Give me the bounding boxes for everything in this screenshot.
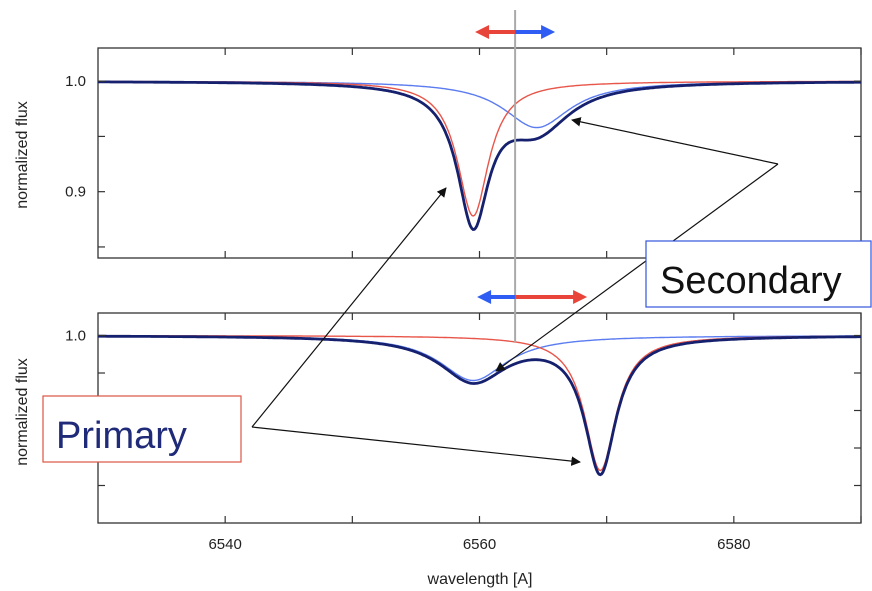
top-primary-line [98,80,861,217]
primary-pointer-bottom [251,426,581,466]
top-panel-lines [98,80,861,231]
top-secondary-line [98,80,861,129]
primary-callout: Primary [42,395,242,463]
x-tick-label: 6560 [463,536,496,553]
shift-arrow-right [515,290,588,304]
y-tick-label: 1.0 [65,73,86,90]
primary-pointer-top [251,187,447,428]
top-y-ticks: 0.9 1.0 [65,48,862,258]
y-tick-label: 0.9 [65,184,86,201]
secondary-label: Secondary [660,260,842,302]
bottom-y-axis-title: normalized flux [14,358,31,466]
primary-label: Primary [56,415,187,457]
top-combined-line [98,80,861,231]
secondary-pointer-bottom [495,163,779,372]
shift-arrow-left [477,290,516,304]
x-tick-label: 6540 [208,536,241,553]
secondary-callout: Secondary [645,240,872,308]
bottom-panel-lines [98,334,861,477]
x-tick-label: 6580 [717,536,750,553]
top-panel-frame [97,47,862,259]
shift-arrow-right [515,25,556,39]
callout-pointers [251,117,779,466]
bottom-combined-line [98,334,861,477]
bottom-x-ticks: 6540 6560 6580 [208,313,862,553]
bottom-shift-arrows [477,290,588,304]
shift-arrow-left [475,25,516,39]
top-y-axis-title: normalized flux [14,101,31,209]
bottom-secondary-line [98,335,861,382]
y-tick-label: 1.0 [65,328,86,345]
secondary-pointer-top [571,117,779,165]
top-shift-arrows [475,25,556,39]
x-axis-title: wavelength [A] [427,571,533,588]
